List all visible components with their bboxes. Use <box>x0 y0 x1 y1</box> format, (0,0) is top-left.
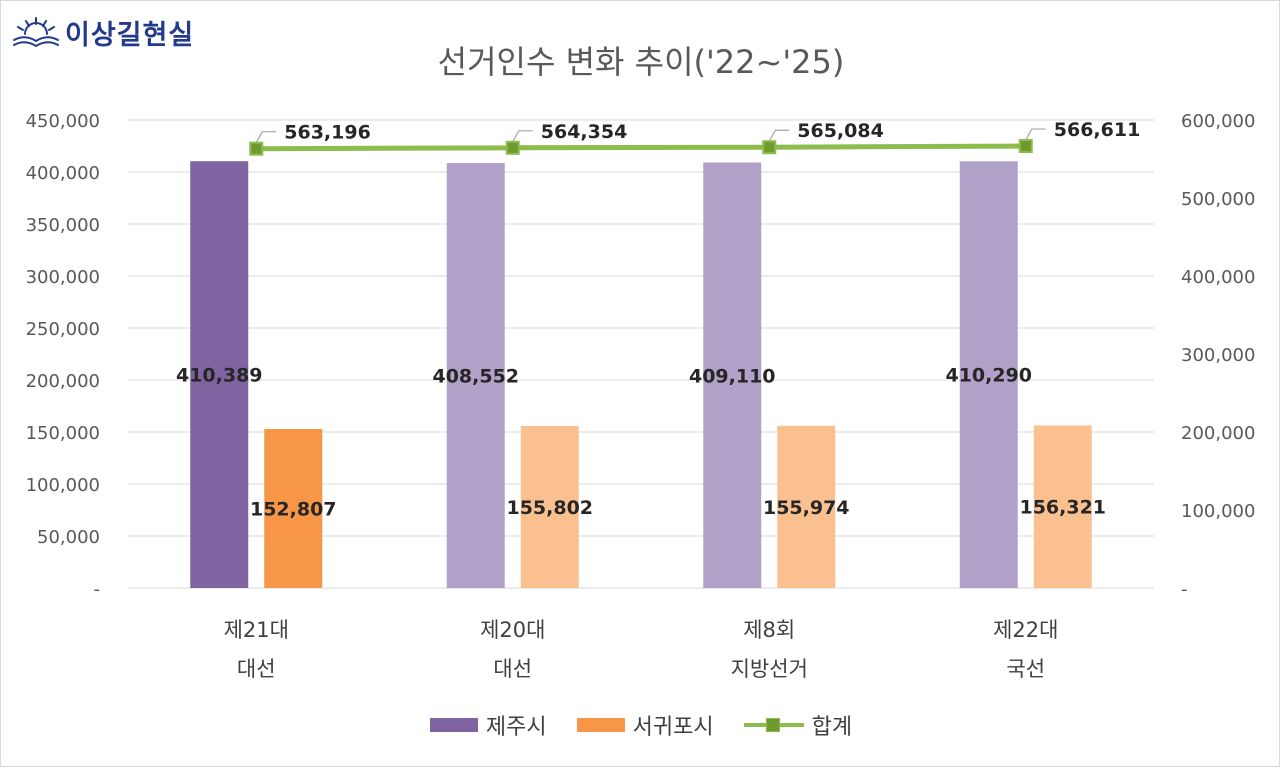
x-tick-label-line1: 제22대 <box>993 618 1058 642</box>
legend: 제주시 서귀포시 합계 <box>1 709 1280 741</box>
y-left-tick-label: - <box>94 579 101 600</box>
y-right-tick-label: 100,000 <box>1181 501 1255 522</box>
y-right-tick-label: 600,000 <box>1181 111 1255 132</box>
y-left-tick-label: 350,000 <box>26 215 100 236</box>
data-label-jeju: 409,110 <box>689 365 776 387</box>
legend-label-total: 합계 <box>811 715 853 740</box>
y-right-tick-label: 400,000 <box>1181 267 1255 288</box>
logo: 이상길현실 <box>11 13 194 52</box>
y-left-tick-label: 450,000 <box>26 111 100 132</box>
legend-item-seogwipo: 서귀포시 <box>576 709 714 741</box>
bar-seogwipo <box>520 425 579 588</box>
bar-seogwipo <box>777 425 836 588</box>
bar-seogwipo <box>264 429 323 588</box>
legend-line-total <box>743 715 804 735</box>
y-left-tick-label: 300,000 <box>26 267 100 288</box>
bar-jeju <box>959 161 1018 588</box>
data-label-leader <box>768 129 790 142</box>
chart-title: 선거인수 변화 추이('22~'25) <box>437 43 845 81</box>
y-left-tick-label: 150,000 <box>26 423 100 444</box>
data-label-total: 564,354 <box>541 121 628 143</box>
data-label-jeju: 410,389 <box>176 365 263 387</box>
marker-total <box>1018 139 1033 154</box>
x-tick-label-line2: 대선 <box>237 657 276 681</box>
legend-swatch-seogwipo <box>576 718 625 732</box>
legend-label-jeju: 제주시 <box>485 715 547 740</box>
data-label-jeju: 410,290 <box>945 365 1032 387</box>
bar-jeju <box>703 162 762 588</box>
y-right-tick-label: 200,000 <box>1181 423 1255 444</box>
sun-book-logo-icon <box>13 16 59 47</box>
x-tick-label-line1: 제21대 <box>224 618 289 642</box>
x-tick-label-line1: 제20대 <box>480 618 545 642</box>
logo-text: 이상길현실 <box>65 20 195 51</box>
y-left-tick-label: 100,000 <box>26 475 100 496</box>
legend-item-jeju: 제주시 <box>429 709 547 741</box>
data-label-seogwipo: 152,807 <box>250 499 337 521</box>
x-tick-label-line1: 제8회 <box>743 618 795 642</box>
data-label-leader <box>512 130 533 143</box>
y-left-tick-label: 200,000 <box>26 371 100 392</box>
x-tick-label-line2: 대선 <box>493 657 532 681</box>
y-left-tick-label: 400,000 <box>26 163 100 184</box>
y-left-tick-label: 250,000 <box>26 319 100 340</box>
y-right-tick-label: 500,000 <box>1181 189 1255 210</box>
data-label-jeju: 408,552 <box>432 366 519 388</box>
data-label-leader <box>255 131 277 143</box>
legend-item-total: 합계 <box>743 709 853 741</box>
marker-total <box>249 141 264 156</box>
marker-total <box>762 140 777 155</box>
bar-jeju <box>190 161 249 588</box>
data-label-leader <box>1025 128 1046 141</box>
legend-swatch-jeju <box>429 718 478 732</box>
marker-total <box>505 140 520 155</box>
data-label-seogwipo: 155,802 <box>506 497 593 519</box>
data-label-total: 563,196 <box>284 122 371 144</box>
data-label-seogwipo: 156,321 <box>1019 497 1106 519</box>
bar-jeju <box>446 163 505 588</box>
data-label-seogwipo: 155,974 <box>763 497 850 519</box>
data-label-total: 566,611 <box>1054 119 1141 141</box>
x-tick-label-line2: 국선 <box>1006 657 1045 681</box>
x-tick-label-line2: 지방선거 <box>731 657 808 681</box>
y-right-tick-label: 300,000 <box>1181 345 1255 366</box>
y-right-tick-label: - <box>1181 579 1188 600</box>
bar-seogwipo <box>1033 425 1092 588</box>
y-left-tick-label: 50,000 <box>37 527 100 548</box>
line-total <box>256 143 1026 152</box>
data-label-total: 565,084 <box>797 120 884 142</box>
legend-label-seogwipo: 서귀포시 <box>632 715 714 740</box>
